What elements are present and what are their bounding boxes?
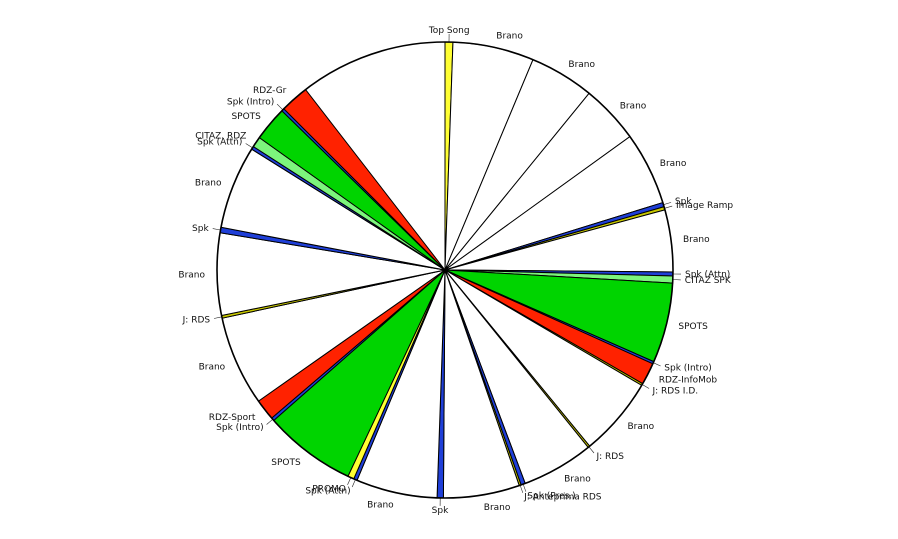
slice-label: Spk (Pres.) bbox=[527, 492, 575, 502]
slice-label: Spk bbox=[432, 506, 449, 516]
slice-label: J: RDS I.D. bbox=[652, 387, 699, 397]
label-leader bbox=[266, 419, 273, 425]
slice-label: J: Anteprima RDS bbox=[523, 493, 602, 503]
slice-label: RDZ-InfoMob bbox=[659, 375, 718, 385]
slice-label: Spk (Attn) bbox=[305, 487, 350, 497]
label-leader bbox=[663, 202, 672, 205]
slice-label: SPOTS bbox=[271, 458, 301, 468]
slice-label: Brano bbox=[367, 500, 394, 510]
slice-label: PROMO bbox=[312, 485, 346, 495]
pie-slices bbox=[216, 41, 674, 499]
slice-label: Spk bbox=[192, 224, 209, 234]
slice-label: J: RDS bbox=[596, 452, 625, 462]
label-leader bbox=[522, 484, 527, 492]
slice-label: Brano bbox=[660, 159, 687, 169]
label-leaders bbox=[212, 33, 682, 506]
slice-label: CITAZ SPK bbox=[685, 276, 732, 286]
label-leader bbox=[642, 384, 650, 389]
slice-label: Brano bbox=[195, 178, 222, 188]
slice-label: Spk (Intro) bbox=[227, 97, 274, 107]
slice-label: J: RDS bbox=[182, 315, 211, 325]
slice-label: Brano bbox=[628, 422, 655, 432]
label-leader bbox=[347, 477, 352, 486]
slice-label: Spk (Intro) bbox=[216, 423, 263, 433]
slice-label: SPOTS bbox=[231, 112, 261, 122]
slice-label: Brano bbox=[620, 101, 647, 111]
slice-label: Brano bbox=[568, 60, 595, 70]
label-leader bbox=[653, 362, 661, 367]
label-leader bbox=[519, 485, 524, 493]
slice-label: Top Song bbox=[428, 26, 470, 36]
label-leader bbox=[212, 228, 221, 231]
slice-label: Spk (Attn) bbox=[685, 270, 730, 280]
label-leader bbox=[351, 479, 356, 488]
label-leader bbox=[276, 103, 284, 111]
slice-label: Brano bbox=[496, 32, 523, 42]
slice-label: Brano bbox=[199, 362, 226, 372]
slice-label: Brano bbox=[484, 503, 511, 513]
slice-label: Spk bbox=[675, 197, 692, 207]
slice-label: Brano bbox=[683, 235, 710, 245]
slice-label: Brano bbox=[178, 270, 205, 280]
slice-label: SPOTS bbox=[678, 322, 708, 332]
pie-rim bbox=[216, 41, 674, 499]
slice-label: RDZ-Gr bbox=[253, 86, 287, 96]
label-leader bbox=[213, 316, 222, 319]
slice-label: Brano bbox=[564, 474, 591, 484]
slice-label: CITAZ. RDZ bbox=[195, 131, 246, 141]
label-leader bbox=[588, 446, 595, 454]
slice-label: Image Ramp bbox=[676, 201, 733, 211]
label-leader bbox=[245, 143, 253, 149]
label-leader bbox=[664, 205, 673, 209]
slice-label: Spk (Intro) bbox=[664, 364, 711, 374]
slice-label: Spk (Attn) bbox=[197, 137, 242, 147]
slice-label: RDZ-Sport bbox=[209, 413, 256, 423]
